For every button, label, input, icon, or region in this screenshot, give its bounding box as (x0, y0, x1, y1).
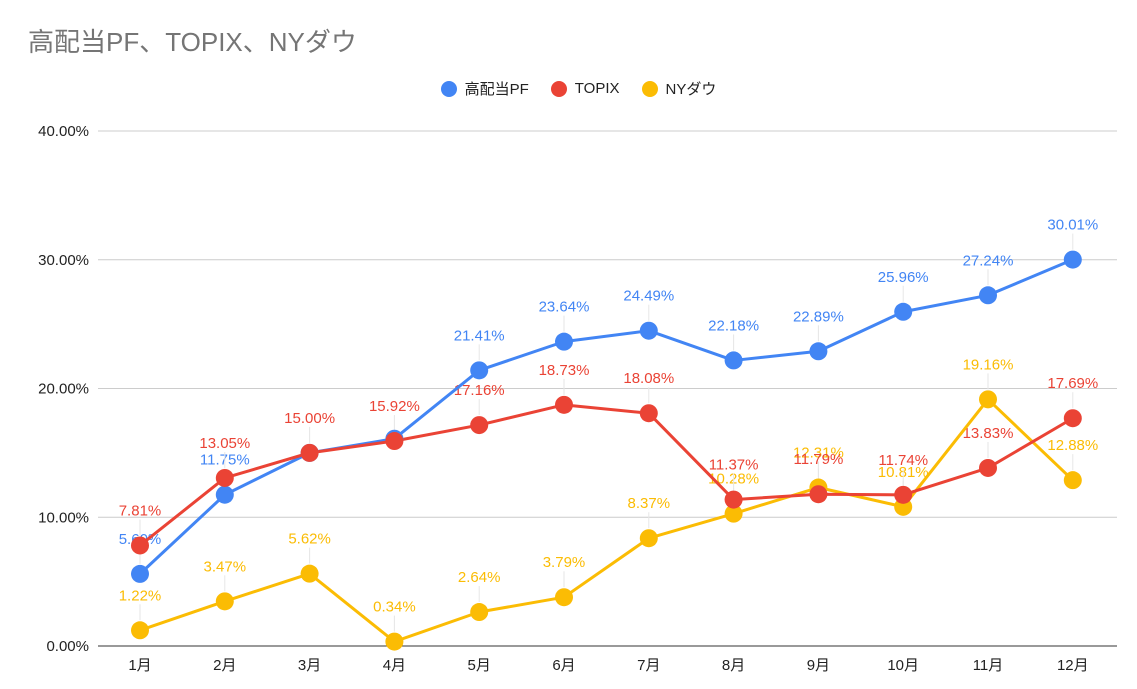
legend-dot-icon (641, 80, 658, 97)
data-labels: 1.22%3.47%5.62%0.34%2.64%3.79%8.37%10.28… (119, 217, 1098, 632)
series-points (131, 250, 1082, 651)
data-point (215, 485, 234, 504)
x-tick-label: 10月 (887, 657, 919, 674)
data-label: 0.34% (373, 599, 416, 616)
data-point (809, 485, 828, 504)
x-tick-label: 6月 (552, 657, 575, 674)
data-label: 21.41% (454, 327, 505, 344)
chart-title: 高配当PF、TOPIX、NYダウ (28, 27, 357, 57)
data-point (555, 588, 573, 607)
data-point (639, 321, 658, 340)
data-label: 23.64% (539, 299, 590, 316)
data-label: 11.37% (709, 457, 759, 474)
data-point (724, 490, 743, 509)
data-label: 17.69% (1047, 375, 1098, 392)
x-tick-label: 7月 (637, 657, 660, 674)
data-label: 7.81% (119, 502, 162, 519)
y-tick-label: 0.00% (46, 638, 89, 655)
legend-label: NYダウ (665, 81, 717, 98)
data-label: 15.00% (284, 410, 335, 427)
data-point (639, 529, 658, 548)
x-tick-label: 2月 (213, 657, 236, 674)
data-label: 24.49% (623, 288, 674, 305)
data-point (131, 621, 149, 640)
data-point (724, 504, 743, 523)
x-tick-label: 8月 (722, 657, 745, 674)
y-tick-label: 20.00% (38, 381, 89, 398)
data-point (215, 592, 234, 611)
data-label: 19.16% (963, 356, 1014, 373)
x-tick-label: 9月 (807, 657, 830, 674)
data-point (470, 361, 489, 380)
data-label: 5.62% (288, 531, 331, 548)
data-point (1063, 409, 1082, 428)
data-label: 13.83% (963, 425, 1014, 442)
data-point (639, 404, 658, 423)
data-label: 12.88% (1047, 437, 1098, 454)
y-tick-label: 10.00% (38, 509, 89, 526)
data-point (979, 390, 997, 409)
data-label: 18.08% (623, 370, 674, 387)
x-tick-label: 3月 (298, 657, 321, 674)
data-point (470, 416, 489, 435)
data-label: 2.64% (458, 569, 501, 586)
data-label: 18.73% (539, 362, 590, 379)
data-label: 22.89% (793, 308, 844, 325)
data-label: 25.96% (878, 269, 929, 286)
y-tick-label: 40.00% (38, 123, 89, 140)
legend-item-ny-dow[interactable]: NYダウ (641, 78, 717, 99)
data-label: 27.24% (963, 252, 1014, 269)
data-point (809, 342, 828, 361)
data-label: 12.31% (793, 445, 844, 462)
data-label: 17.16% (454, 382, 505, 399)
data-point (1063, 250, 1082, 269)
data-point (131, 536, 149, 555)
data-label: 22.18% (708, 317, 759, 334)
y-tick-label: 30.00% (38, 252, 89, 269)
data-point (724, 351, 743, 370)
data-label: 11.74% (878, 452, 928, 469)
x-tick-label: 12月 (1057, 657, 1089, 674)
data-point (131, 564, 149, 583)
legend: 高配当PF TOPIX NYダウ (0, 78, 1137, 99)
data-label: 30.01% (1047, 217, 1098, 234)
data-label: 1.22% (119, 587, 162, 604)
data-label: 3.47% (204, 558, 247, 575)
series-lines (138, 258, 1074, 644)
data-label: 11.79% (794, 451, 844, 468)
series-line-2 (139, 397, 1074, 644)
data-label: 3.79% (543, 554, 586, 571)
data-label: 13.05% (199, 435, 250, 452)
x-tick-label: 11月 (973, 657, 1004, 674)
data-point (555, 395, 573, 414)
series-line-0 (138, 258, 1074, 575)
data-point (894, 485, 913, 504)
data-point (979, 286, 997, 305)
data-point (385, 632, 404, 651)
data-point (300, 443, 319, 462)
data-point (1063, 471, 1082, 490)
legend-label: 高配当PF (464, 81, 529, 98)
data-point (385, 432, 404, 451)
data-point (300, 564, 319, 583)
x-tick-label: 5月 (468, 657, 491, 674)
data-point (979, 458, 997, 477)
data-point (894, 302, 913, 321)
legend-label: TOPIX (574, 80, 620, 97)
data-label: 8.37% (628, 495, 671, 512)
series-line-1 (139, 403, 1074, 547)
legend-dot-icon (550, 80, 567, 97)
x-tick-label: 1月 (128, 657, 151, 674)
data-point (215, 468, 234, 487)
legend-item-high-dividend[interactable]: 高配当PF (440, 78, 529, 99)
x-tick-label: 4月 (383, 657, 406, 674)
data-label: 15.92% (369, 398, 420, 415)
legend-dot-icon (440, 80, 457, 97)
data-point (470, 603, 489, 622)
data-point (555, 332, 573, 351)
legend-item-topix[interactable]: TOPIX (550, 78, 620, 99)
